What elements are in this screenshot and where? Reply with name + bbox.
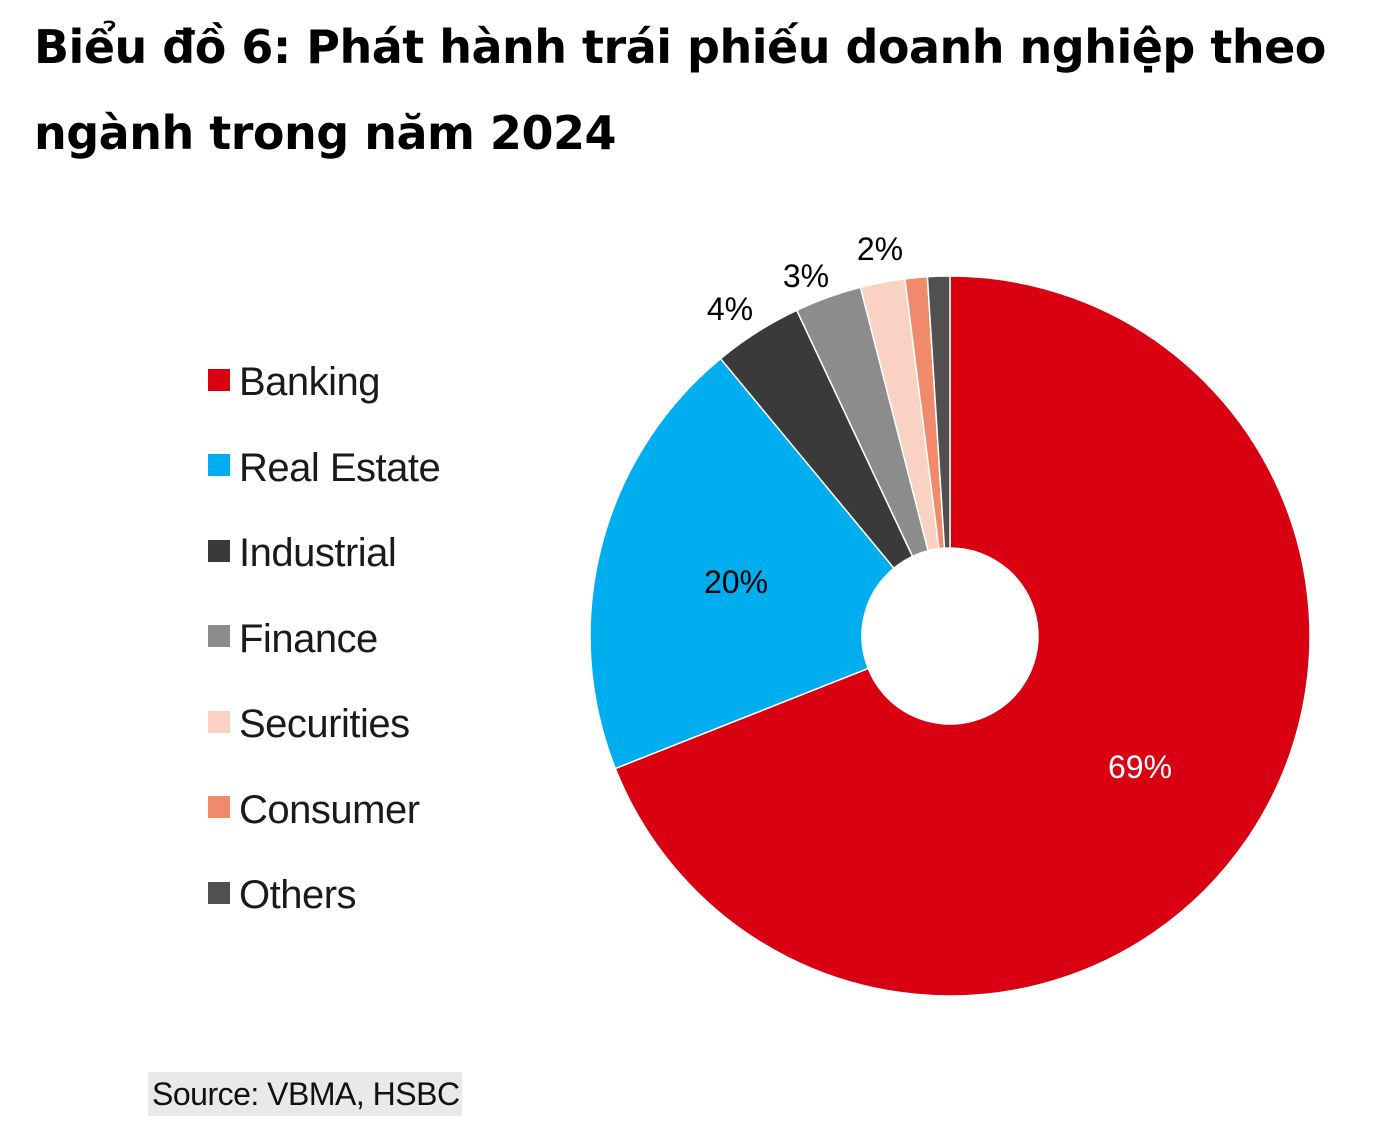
- legend-swatch-real-estate: [208, 454, 230, 477]
- legend-swatch-banking: [208, 368, 230, 391]
- legend-item-consumer: Consumer: [208, 768, 440, 854]
- data-label-real-estate: 20%: [704, 564, 768, 600]
- data-label-banking: 69%: [1108, 749, 1172, 785]
- legend-label-real-estate: Real Estate: [239, 445, 441, 490]
- slice-banking: [614, 275, 1311, 997]
- legend-swatch-finance: [208, 625, 230, 648]
- legend-item-banking: Banking: [208, 340, 440, 426]
- legend-item-real-estate: Real Estate: [208, 426, 441, 512]
- legend-item-finance: Finance: [208, 597, 440, 683]
- data-label-industrial: 4%: [707, 291, 753, 327]
- data-label-securities: 2%: [857, 231, 903, 267]
- chart-title: Biểu đồ 6: Phát hành trái phiếu doanh ng…: [34, 20, 1326, 160]
- source-note: Source: VBMA, HSBC: [148, 1072, 462, 1116]
- legend-swatch-consumer: [208, 796, 230, 819]
- legend-label-others: Others: [239, 873, 357, 918]
- legend-label-consumer: Consumer: [239, 787, 420, 832]
- legend-label-industrial: Industrial: [239, 531, 397, 576]
- data-label-finance: 3%: [783, 258, 829, 294]
- legend-label-securities: Securities: [239, 702, 410, 747]
- legend-item-industrial: Industrial: [208, 511, 440, 597]
- legend: Banking Real Estate Industrial Finance S…: [208, 340, 441, 939]
- legend-label-finance: Finance: [239, 616, 378, 661]
- legend-swatch-industrial: [208, 539, 230, 562]
- legend-item-others: Others: [208, 853, 440, 939]
- slice-real-estate: [589, 357, 895, 770]
- legend-swatch-securities: [208, 710, 230, 733]
- legend-label-banking: Banking: [239, 360, 381, 405]
- legend-item-securities: Securities: [208, 682, 440, 768]
- slice-others: [926, 275, 951, 549]
- legend-swatch-others: [208, 881, 230, 904]
